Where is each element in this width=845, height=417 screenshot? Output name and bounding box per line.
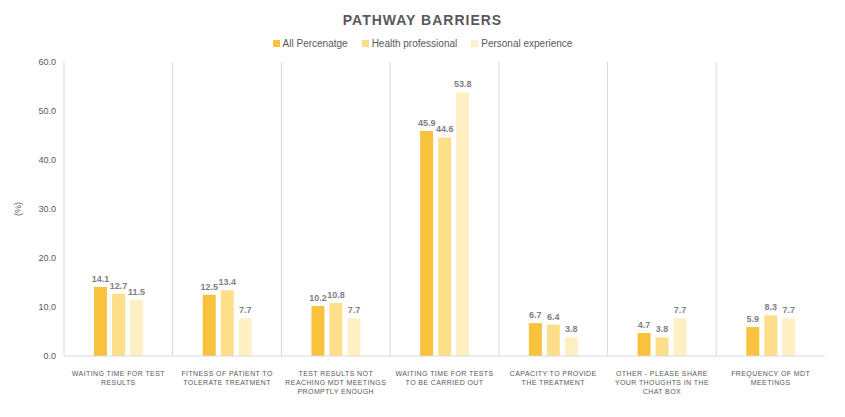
svg-text:CHAT BOX: CHAT BOX xyxy=(643,388,681,395)
svg-text:7.7: 7.7 xyxy=(674,305,687,315)
svg-text:WAITING TIME FOR TESTS: WAITING TIME FOR TESTS xyxy=(395,370,493,377)
svg-text:8.3: 8.3 xyxy=(765,302,778,312)
svg-text:12.7: 12.7 xyxy=(110,281,128,291)
svg-text:PROMPTLY ENOUGH: PROMPTLY ENOUGH xyxy=(298,388,375,395)
svg-text:13.4: 13.4 xyxy=(218,277,236,287)
svg-text:FREQUENCY OF MDT: FREQUENCY OF MDT xyxy=(731,370,810,378)
svg-text:3.8: 3.8 xyxy=(565,324,578,334)
svg-text:WAITING TIME FOR TEST: WAITING TIME FOR TEST xyxy=(72,370,165,377)
svg-text:53.8: 53.8 xyxy=(454,79,472,89)
svg-text:MEETINGS: MEETINGS xyxy=(751,379,791,386)
svg-text:5.9: 5.9 xyxy=(747,314,760,324)
svg-text:7.7: 7.7 xyxy=(348,305,361,315)
svg-text:4.7: 4.7 xyxy=(638,320,651,330)
svg-text:44.6: 44.6 xyxy=(436,124,454,134)
svg-text:6.7: 6.7 xyxy=(529,310,542,320)
svg-text:6.4: 6.4 xyxy=(547,312,560,322)
svg-text:RESULTS: RESULTS xyxy=(101,379,136,386)
svg-text:TO BE CARRIED OUT: TO BE CARRIED OUT xyxy=(406,379,484,386)
html-text:PATHWAY BARRIERS: PATHWAY BARRIERS xyxy=(342,12,503,28)
svg-text:10.0: 10.0 xyxy=(38,302,56,312)
html-text:All Percenatge: All Percenatge xyxy=(282,37,348,49)
svg-text:10.2: 10.2 xyxy=(309,293,327,303)
svg-text:14.1: 14.1 xyxy=(92,274,110,284)
svg-text:60.0: 60.0 xyxy=(38,57,56,67)
svg-text:20.0: 20.0 xyxy=(38,253,56,263)
svg-text:YOUR THOUGHTS IN THE: YOUR THOUGHTS IN THE xyxy=(615,379,709,386)
svg-text:30.0: 30.0 xyxy=(38,204,56,214)
svg-text:OTHER - PLEASE SHARE: OTHER - PLEASE SHARE xyxy=(616,370,708,377)
html-text:Health professional: Health professional xyxy=(371,37,458,49)
svg-text:40.0: 40.0 xyxy=(38,155,56,165)
svg-text:3.8: 3.8 xyxy=(656,324,669,334)
svg-text:45.9: 45.9 xyxy=(418,118,436,128)
svg-text:0.0: 0.0 xyxy=(43,351,56,361)
html-text:Personal experience: Personal experience xyxy=(481,37,573,49)
svg-text:11.5: 11.5 xyxy=(128,287,145,297)
svg-text:TEST RESULTS NOT: TEST RESULTS NOT xyxy=(298,370,373,377)
svg-text:12.5: 12.5 xyxy=(200,282,218,292)
svg-text:REACHING MDT MEETINGS: REACHING MDT MEETINGS xyxy=(285,379,386,386)
svg-text:50.0: 50.0 xyxy=(38,106,56,116)
svg-text:7.7: 7.7 xyxy=(783,305,796,315)
svg-text:7.7: 7.7 xyxy=(239,305,252,315)
svg-text:10.8: 10.8 xyxy=(327,290,345,300)
svg-text:THE TREATMENT: THE TREATMENT xyxy=(522,379,586,386)
svg-text:FITNESS OF PATIENT TO: FITNESS OF PATIENT TO xyxy=(181,370,273,377)
svg-text:TOLERATE TREATMENT: TOLERATE TREATMENT xyxy=(183,379,271,386)
svg-text:(%): (%) xyxy=(13,202,23,216)
svg-text:CAPACITY TO PROVIDE: CAPACITY TO PROVIDE xyxy=(510,370,597,377)
